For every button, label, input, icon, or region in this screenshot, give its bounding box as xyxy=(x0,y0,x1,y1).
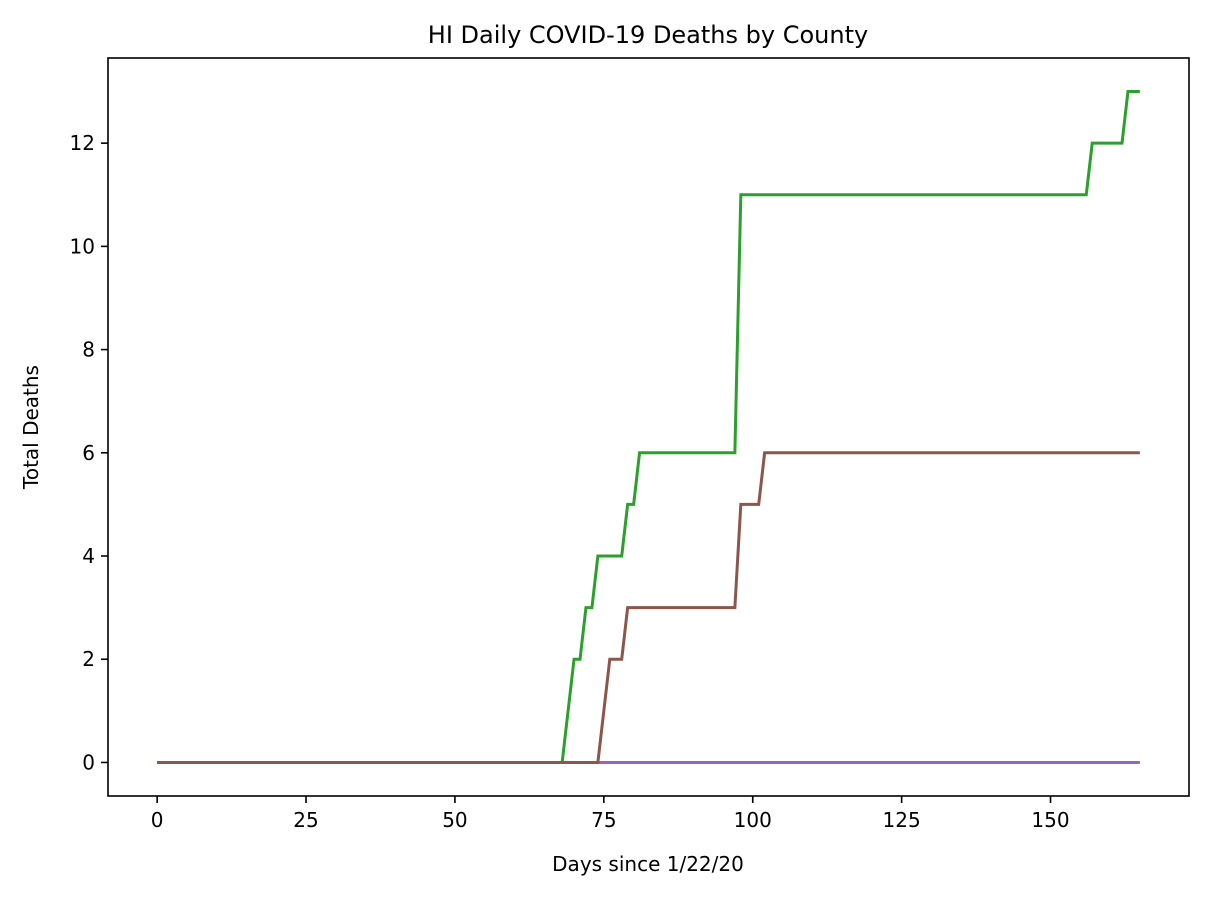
y-tick-label: 12 xyxy=(70,131,95,155)
x-tick-label: 75 xyxy=(591,808,616,832)
y-tick-label: 4 xyxy=(82,544,95,568)
x-tick-label: 125 xyxy=(883,808,921,832)
x-axis-label: Days since 1/22/20 xyxy=(552,852,744,876)
y-tick-label: 2 xyxy=(82,647,95,671)
x-tick-label: 25 xyxy=(293,808,318,832)
chart-title: HI Daily COVID-19 Deaths by County xyxy=(428,21,868,49)
y-tick-label: 8 xyxy=(82,338,95,362)
x-tick-label: 50 xyxy=(442,808,467,832)
y-tick-label: 10 xyxy=(70,234,95,258)
series-layer xyxy=(157,90,1140,764)
y-axis-label: Total Deaths xyxy=(19,365,43,490)
series-line-3 xyxy=(157,451,1140,764)
plot-frame xyxy=(107,57,1190,797)
x-axis: 0 25 50 75 100 125 150 xyxy=(151,796,1070,832)
x-tick-label: 100 xyxy=(734,808,772,832)
y-tick-label: 6 xyxy=(82,441,95,465)
y-tick-label: 0 xyxy=(82,750,95,774)
x-tick-label: 150 xyxy=(1031,808,1069,832)
series-line-2 xyxy=(157,90,1140,764)
y-axis: 0 2 4 6 8 10 12 xyxy=(70,131,108,774)
x-tick-label: 0 xyxy=(151,808,164,832)
